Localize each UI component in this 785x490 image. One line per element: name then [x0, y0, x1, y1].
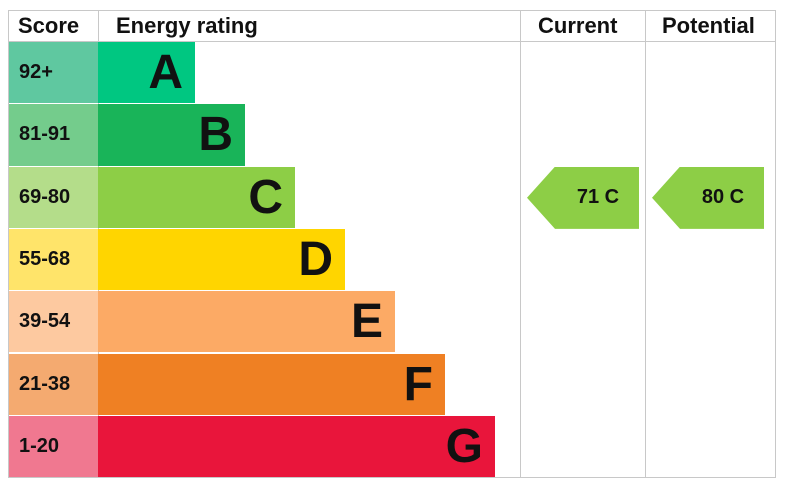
score-range-d: 55-68 — [9, 228, 98, 291]
header-energy-rating: Energy rating — [116, 13, 258, 38]
rating-bar-e: E — [98, 291, 395, 353]
rating-bar-f: F — [98, 353, 445, 415]
epc-table — [8, 10, 776, 478]
score-range-b: 81-91 — [9, 104, 98, 166]
rating-bar-c: C — [98, 166, 295, 228]
header-divider — [8, 41, 776, 42]
score-range-e: 39-54 — [9, 291, 98, 353]
score-range-f: 21-38 — [9, 353, 98, 415]
score-range-a: 92+ — [9, 42, 98, 104]
header-current: Current — [538, 13, 618, 38]
rating-bar-d: D — [98, 228, 345, 291]
column-divider — [645, 10, 646, 478]
score-range-c: 69-80 — [9, 166, 98, 228]
header-potential: Potential — [662, 13, 755, 38]
potential-rating-arrow: 80 C — [652, 166, 764, 229]
column-divider — [520, 10, 521, 478]
current-rating-arrow: 71 C — [527, 166, 639, 229]
rating-bar-a: A — [98, 42, 195, 104]
rating-bar-g: G — [98, 415, 495, 478]
rating-bar-b: B — [98, 104, 245, 166]
score-range-g: 1-20 — [9, 415, 98, 478]
header-score: Score — [18, 13, 80, 38]
